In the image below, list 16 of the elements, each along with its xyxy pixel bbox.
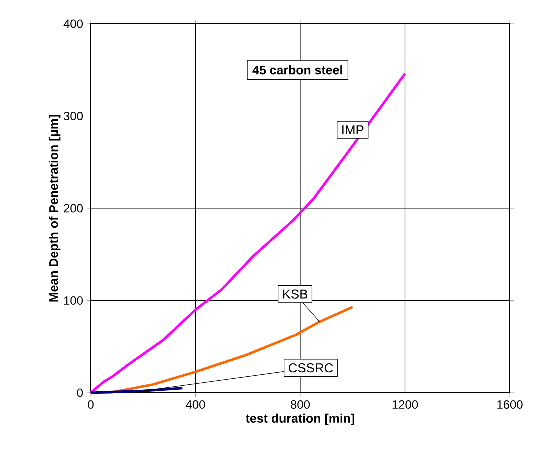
text: 45 carbon steel — [252, 66, 342, 75]
y-tick-label: 400 — [64, 20, 84, 28]
series-label: IMP — [342, 126, 364, 135]
y-axis-title: Mean Depth of Penetration [μm] — [49, 115, 61, 302]
y-tick-label: 200 — [64, 204, 84, 213]
y-tick-label: 0 — [77, 388, 84, 398]
text: CSSRC — [288, 364, 334, 373]
y-tick-label: 100 — [64, 296, 84, 305]
x-tick-label: 400 — [186, 400, 206, 409]
x-tick-label: 1600 — [498, 400, 523, 409]
text: KSB — [283, 290, 308, 299]
x-axis-title: test duration [min] — [246, 414, 354, 426]
x-tick-label: 800 — [291, 400, 310, 409]
x-tick-label: 0 — [88, 400, 94, 409]
y-tick-label: 300 — [64, 112, 84, 120]
x-tick-label: 1200 — [392, 400, 418, 409]
